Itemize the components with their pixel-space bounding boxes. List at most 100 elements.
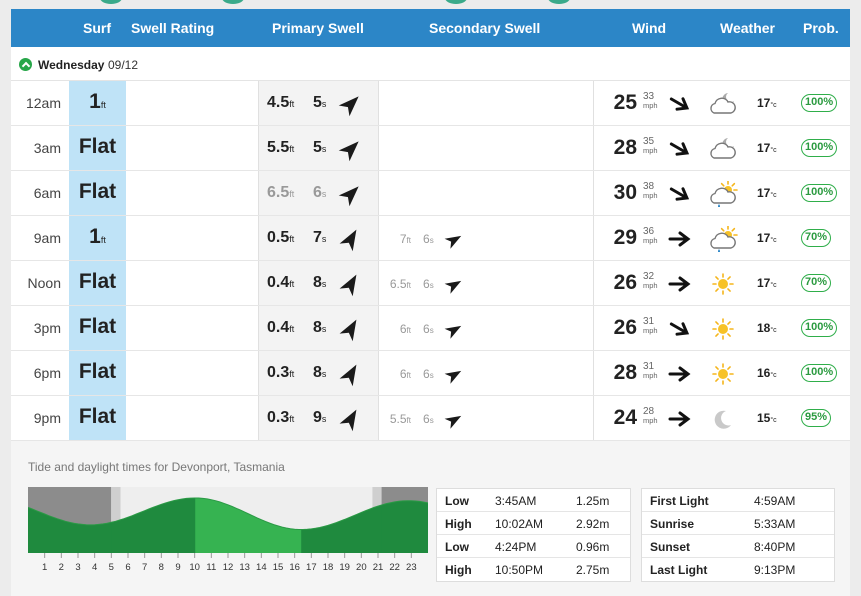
wind-gust: 31 mph: [643, 361, 658, 381]
probability-badge: 100%: [801, 184, 838, 202]
surf-height: Flat: [78, 180, 117, 203]
hour-tick-label: 17: [306, 562, 317, 573]
primary-swell-height: 6.5ft: [267, 184, 295, 201]
sun-icon: [712, 273, 734, 295]
tab-indicator-icon: [100, 0, 122, 4]
temperature: 17°c: [757, 276, 777, 290]
tide-type: Low: [445, 494, 469, 508]
row-time: 6am: [33, 185, 61, 201]
primary-swell-direction-arrow-icon: [338, 96, 359, 117]
tide-row: Low 4:24PM 0.96m: [437, 535, 630, 558]
tide-time: 3:45AM: [495, 494, 537, 508]
daylight-time: 4:59AM: [754, 494, 796, 508]
daylight-row: Last Light 9:13PM: [642, 558, 834, 581]
wind-gust: 36 mph: [643, 226, 658, 246]
forecast-row[interactable]: 6am Flat 6.5ft 6s 30 38 mph 17°c 100%: [11, 171, 850, 216]
hour-tick-label: 19: [339, 562, 350, 573]
primary-swell-direction-arrow-icon: [339, 274, 357, 297]
wind-direction-arrow-icon: [669, 97, 690, 111]
daylight-time: 5:33AM: [754, 517, 796, 531]
probability-badge: 100%: [801, 139, 838, 157]
tide-height: 2.92m: [576, 517, 610, 531]
temperature: 17°c: [757, 231, 777, 245]
wind-direction-arrow-icon: [668, 411, 691, 427]
wind-direction-arrow-icon: [668, 366, 691, 382]
hour-tick-label: 21: [373, 562, 384, 573]
surf-height: Flat: [78, 270, 117, 293]
surf-height: 1ft: [89, 225, 106, 248]
forecast-row[interactable]: 3pm Flat 0.4ft 8s 6ft 6s 26 31 mph 18°c 100%: [11, 306, 850, 351]
secondary-swell-period: 6s: [423, 322, 434, 336]
tide-area-segment: [195, 498, 302, 553]
surf-height: Flat: [78, 405, 117, 428]
sun-icon: [712, 363, 734, 385]
tide-row: High 10:02AM 2.92m: [437, 512, 630, 535]
temperature: 17°c: [757, 96, 777, 110]
primary-swell-direction-arrow-icon: [338, 186, 359, 207]
forecast-row[interactable]: 9pm Flat 0.3ft 9s 5.5ft 6s 24 28 mph 15°c 95%: [11, 396, 850, 441]
probability-badge: 100%: [801, 94, 838, 112]
primary-swell-height: 0.4ft: [267, 319, 295, 336]
primary-swell-period: 8s: [313, 364, 327, 381]
secondary-swell-direction-arrow-icon: [444, 325, 462, 339]
temperature: 18°c: [757, 321, 777, 335]
row-time: 12am: [25, 95, 61, 111]
secondary-swell-direction-arrow-icon: [444, 370, 462, 384]
forecast-row[interactable]: 3am Flat 5.5ft 5s 28 35 mph 17°c 100%: [11, 126, 850, 171]
surf-height: Flat: [78, 135, 117, 158]
primary-swell-period: 8s: [313, 274, 327, 291]
daylight-label: Last Light: [650, 563, 708, 577]
hour-tick-label: 2: [59, 562, 64, 573]
surf-column-bg: [69, 81, 126, 441]
hour-tick-label: 20: [356, 562, 367, 573]
forecast-row[interactable]: 6pm Flat 0.3ft 8s 6ft 6s 28 31 mph 16°c 100%: [11, 351, 850, 396]
daylight-label: First Light: [650, 494, 709, 508]
tab-indicator-icon: [445, 0, 467, 4]
tide-row: Low 3:45AM 1.25m: [437, 489, 630, 512]
hour-tick-label: 4: [92, 562, 97, 573]
wind-speed: 26: [613, 271, 637, 294]
hour-tick-label: 10: [189, 562, 200, 573]
hour-tick-label: 11: [206, 562, 216, 573]
tide-time: 10:02AM: [495, 517, 544, 531]
wind-speed: 26: [613, 316, 637, 339]
forecast-row[interactable]: Noon Flat 0.4ft 8s 6.5ft 6s 26 32 mph 17°c 70%: [11, 261, 850, 306]
hour-tick-label: 5: [109, 562, 114, 573]
secondary-swell-direction-arrow-icon: [444, 280, 462, 294]
secondary-swell-period: 6s: [423, 232, 434, 246]
daylight-row: Sunrise 5:33AM: [642, 512, 834, 535]
secondary-swell-period: 6s: [423, 277, 434, 291]
forecast-row[interactable]: 12am 1ft 4.5ft 5s 25 33 mph 17°c 100%: [11, 81, 850, 126]
secondary-swell-height: 6ft: [399, 367, 411, 381]
wind-direction-arrow-icon: [668, 276, 691, 292]
tide-chart: 1 2 3 4 5 6 7 8 9 10 11 12 13 14 15 16 17 18 19 20 21 22 23: [28, 487, 428, 573]
wind-gust: 33 mph: [643, 91, 658, 111]
daylight-time: 9:13PM: [754, 563, 796, 577]
wind-gust: 35 mph: [643, 136, 658, 156]
probability-badge: 100%: [801, 319, 838, 337]
day-row[interactable]: Wednesday 09/12: [11, 47, 850, 81]
header-primary-swell: Primary Swell: [272, 20, 364, 36]
tab-indicator-icon: [548, 0, 570, 4]
wind-speed: 28: [613, 136, 637, 159]
tide-row: High 10:50PM 2.75m: [437, 558, 630, 581]
secondary-swell-height: 6.5ft: [389, 277, 411, 291]
primary-swell-height: 5.5ft: [267, 139, 295, 156]
tide-area-segment: [111, 498, 196, 553]
row-time: 3pm: [33, 320, 61, 336]
wind-direction-arrow-icon: [669, 187, 690, 201]
forecast-row[interactable]: 9am 1ft 0.5ft 7s 7ft 6s 29 36 mph 17°c 70%: [11, 216, 850, 261]
hour-tick-label: 9: [175, 562, 180, 573]
probability-badge: 100%: [801, 364, 838, 382]
secondary-swell-period: 6s: [423, 367, 434, 381]
hour-tick-label: 13: [239, 562, 250, 573]
temperature: 17°c: [757, 186, 777, 200]
primary-swell-height: 0.4ft: [267, 274, 295, 291]
wind-direction-arrow-icon: [668, 231, 691, 247]
primary-swell-direction-arrow-icon: [339, 229, 357, 252]
primary-swell-direction-arrow-icon: [339, 319, 357, 342]
wind-speed: 24: [613, 406, 637, 429]
moon-icon: [714, 410, 731, 429]
row-time: 9am: [33, 230, 61, 246]
chevron-up-icon[interactable]: [19, 58, 32, 71]
